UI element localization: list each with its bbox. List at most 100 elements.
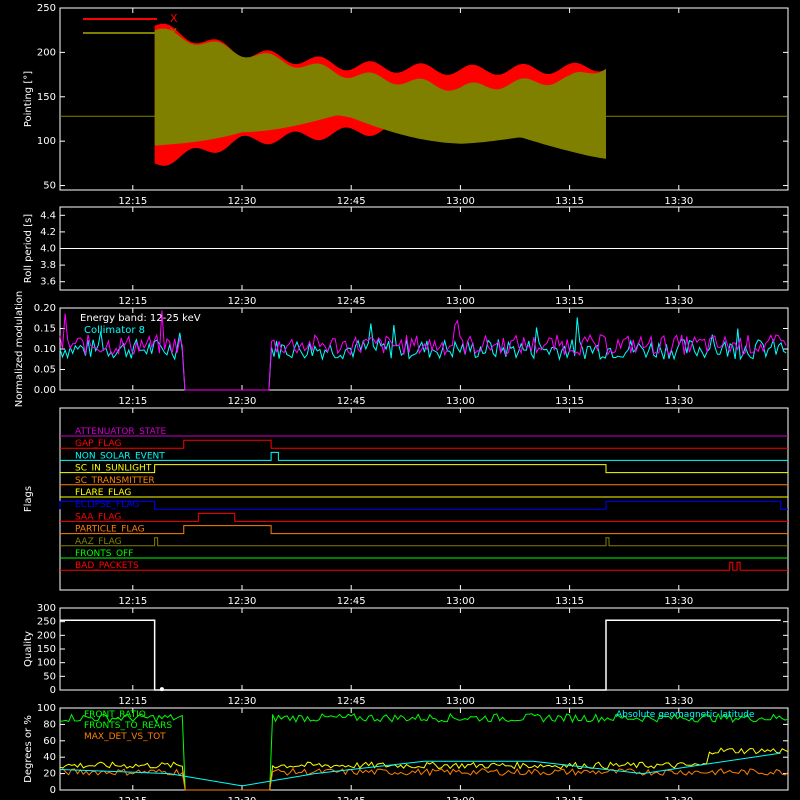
y-tick-label: 250 — [37, 3, 56, 14]
x-tick-label: 12:30 — [228, 396, 257, 407]
x-tick-label: 12:30 — [228, 696, 257, 707]
panels: 12:15 12:30 12:45 13:00 13:15 13:30 Pointing [… — [14, 3, 789, 800]
panel-2: 12:15 12:30 12:45 13:00 13:15 13:30 Roll perio… — [23, 206, 789, 307]
panel-4: 12:15 12:30 12:45 13:00 13:15 13:30 Flags ATTEN… — [23, 407, 789, 607]
x-tick-label: 13:30 — [664, 196, 693, 207]
flag-label: ECLIPSE_FLAG — [75, 500, 139, 510]
flag-line-non-solar-event — [60, 451, 788, 461]
panel-5: 12:15 12:30 12:45 13:00 13:15 13:30 Quality 0 50… — [23, 603, 789, 707]
x-tick-label: 12:15 — [118, 196, 147, 207]
flag-label: GAP_FLAG — [75, 439, 121, 449]
x-tick-label: 13:00 — [446, 396, 475, 407]
y-tick-label: 20 — [43, 769, 56, 780]
x-tick-label: 13:30 — [664, 596, 693, 607]
y-axis-label: Normalized modulation — [14, 291, 25, 408]
x-tick-label: 12:45 — [337, 296, 366, 307]
x-tick-label: 13:15 — [555, 296, 584, 307]
flag-label: FRONTS_OFF — [75, 549, 133, 559]
y-tick-label: 50 — [43, 671, 56, 682]
y-tick-label: 200 — [37, 630, 56, 641]
flag-label: FLARE_FLAG — [75, 488, 131, 498]
y-tick-label: 0.00 — [34, 385, 56, 396]
flag-line-eclipse-flag — [59, 500, 788, 510]
x-tick-label: 12:30 — [228, 196, 257, 207]
y-axis-label: Quality — [23, 631, 34, 667]
legend-y-label: Y — [169, 26, 177, 39]
legend-degrees-3: MAX_DET_VS_TOT — [84, 732, 166, 742]
flag-label: SC_TRANSMITTER — [75, 476, 155, 486]
x-tick-label: 12:15 — [118, 296, 147, 307]
x-tick-label: 13:30 — [664, 396, 693, 407]
y-tick-label: 200 — [37, 47, 56, 58]
x-tick-label: 13:30 — [664, 696, 693, 707]
y-tick-label: 300 — [37, 603, 56, 614]
geomagnetic-latitude-line — [59, 752, 781, 787]
x-tick-label: 12:30 — [228, 296, 257, 307]
legend-degrees-4: Absolute geomagnetic latitude — [616, 710, 755, 720]
flag-line-particle-flag — [60, 525, 788, 535]
x-tick-label: 12:45 — [337, 196, 366, 207]
x-tick-label: 13:00 — [446, 596, 475, 607]
y-axis-label: Degrees or % — [23, 715, 34, 783]
y-tick-label: 50 — [43, 181, 56, 192]
flag-line-bad-packets — [60, 561, 788, 571]
x-tick-label: 12:45 — [337, 396, 366, 407]
legend-collimator: Collimator 8 — [84, 325, 145, 336]
y-axis-label: Roll period [s] — [23, 214, 34, 283]
x-tick-label: 12:30 — [228, 596, 257, 607]
panel-1: 12:15 12:30 12:45 13:00 13:15 13:30 Pointing [… — [23, 3, 789, 207]
legend-energy-band: Energy band: 12-25 keV — [80, 313, 201, 324]
x-tick-label: 12:15 — [118, 396, 147, 407]
plot-frame — [59, 407, 789, 591]
plot-frame — [59, 7, 789, 191]
y-tick-label: 150 — [37, 644, 56, 655]
legend-x-label: X — [170, 12, 178, 25]
y-tick-label: 0.05 — [34, 365, 56, 376]
y-tick-label: 80 — [43, 719, 56, 730]
x-tick-label: 13:15 — [555, 196, 584, 207]
degrees-series-1 — [59, 712, 789, 791]
x-tick-label: 13:00 — [446, 296, 475, 307]
flag-label: BAD_PACKETS — [75, 561, 139, 571]
y-axis-label: Pointing [°] — [23, 71, 34, 127]
x-tick-label: 12:45 — [337, 696, 366, 707]
x-tick-label: 13:30 — [664, 796, 693, 800]
plot-frame — [59, 707, 789, 791]
y-tick-label: 0.15 — [34, 324, 56, 335]
legend-degrees-1: FRONT_RATIO — [84, 710, 146, 720]
x-tick-label: 13:00 — [446, 796, 475, 800]
legend-degrees-2: FRONTS_TO_REARS — [84, 721, 172, 731]
x-tick-label: 13:00 — [446, 196, 475, 207]
degrees-series-2 — [59, 747, 789, 791]
y-tick-label: 0 — [50, 685, 56, 696]
y-tick-label: 40 — [43, 752, 56, 763]
panel-6: 12:15 12:30 12:45 13:00 13:15 13:30 Degrees or… — [23, 703, 789, 800]
y-tick-label: 3.6 — [40, 277, 56, 288]
quality-line — [60, 619, 781, 691]
x-tick-label: 13:15 — [555, 796, 584, 800]
x-tick-label: 13:15 — [555, 396, 584, 407]
flag-label: NON_SOLAR_EVENT — [75, 451, 165, 461]
x-tick-label: 13:30 — [664, 296, 693, 307]
y-tick-label: 4.0 — [40, 244, 56, 255]
flag-label: SAA_FLAG — [75, 512, 121, 522]
y-tick-label: 150 — [37, 92, 56, 103]
x-tick-label: 12:15 — [118, 696, 147, 707]
y-tick-label: 250 — [37, 617, 56, 628]
y-tick-label: 100 — [37, 658, 56, 669]
flag-label: ATTENUATOR_STATE — [75, 427, 167, 437]
y-tick-label: 0 — [50, 785, 56, 796]
panel-3: 12:15 12:30 12:45 13:00 13:15 13:30 Normalized… — [14, 291, 789, 408]
flag-label: PARTICLE_FLAG — [75, 525, 145, 535]
y-tick-label: 0.20 — [34, 303, 56, 314]
quality-dot — [159, 687, 164, 692]
pointing-y-band — [154, 28, 606, 159]
x-tick-label: 13:15 — [555, 696, 584, 707]
x-tick-label: 12:45 — [337, 796, 366, 800]
x-tick-label: 12:15 — [118, 796, 147, 800]
y-tick-label: 100 — [37, 136, 56, 147]
y-axis-label: Flags — [23, 486, 34, 512]
y-tick-label: 0.10 — [34, 344, 56, 355]
y-tick-label: 60 — [43, 736, 56, 747]
